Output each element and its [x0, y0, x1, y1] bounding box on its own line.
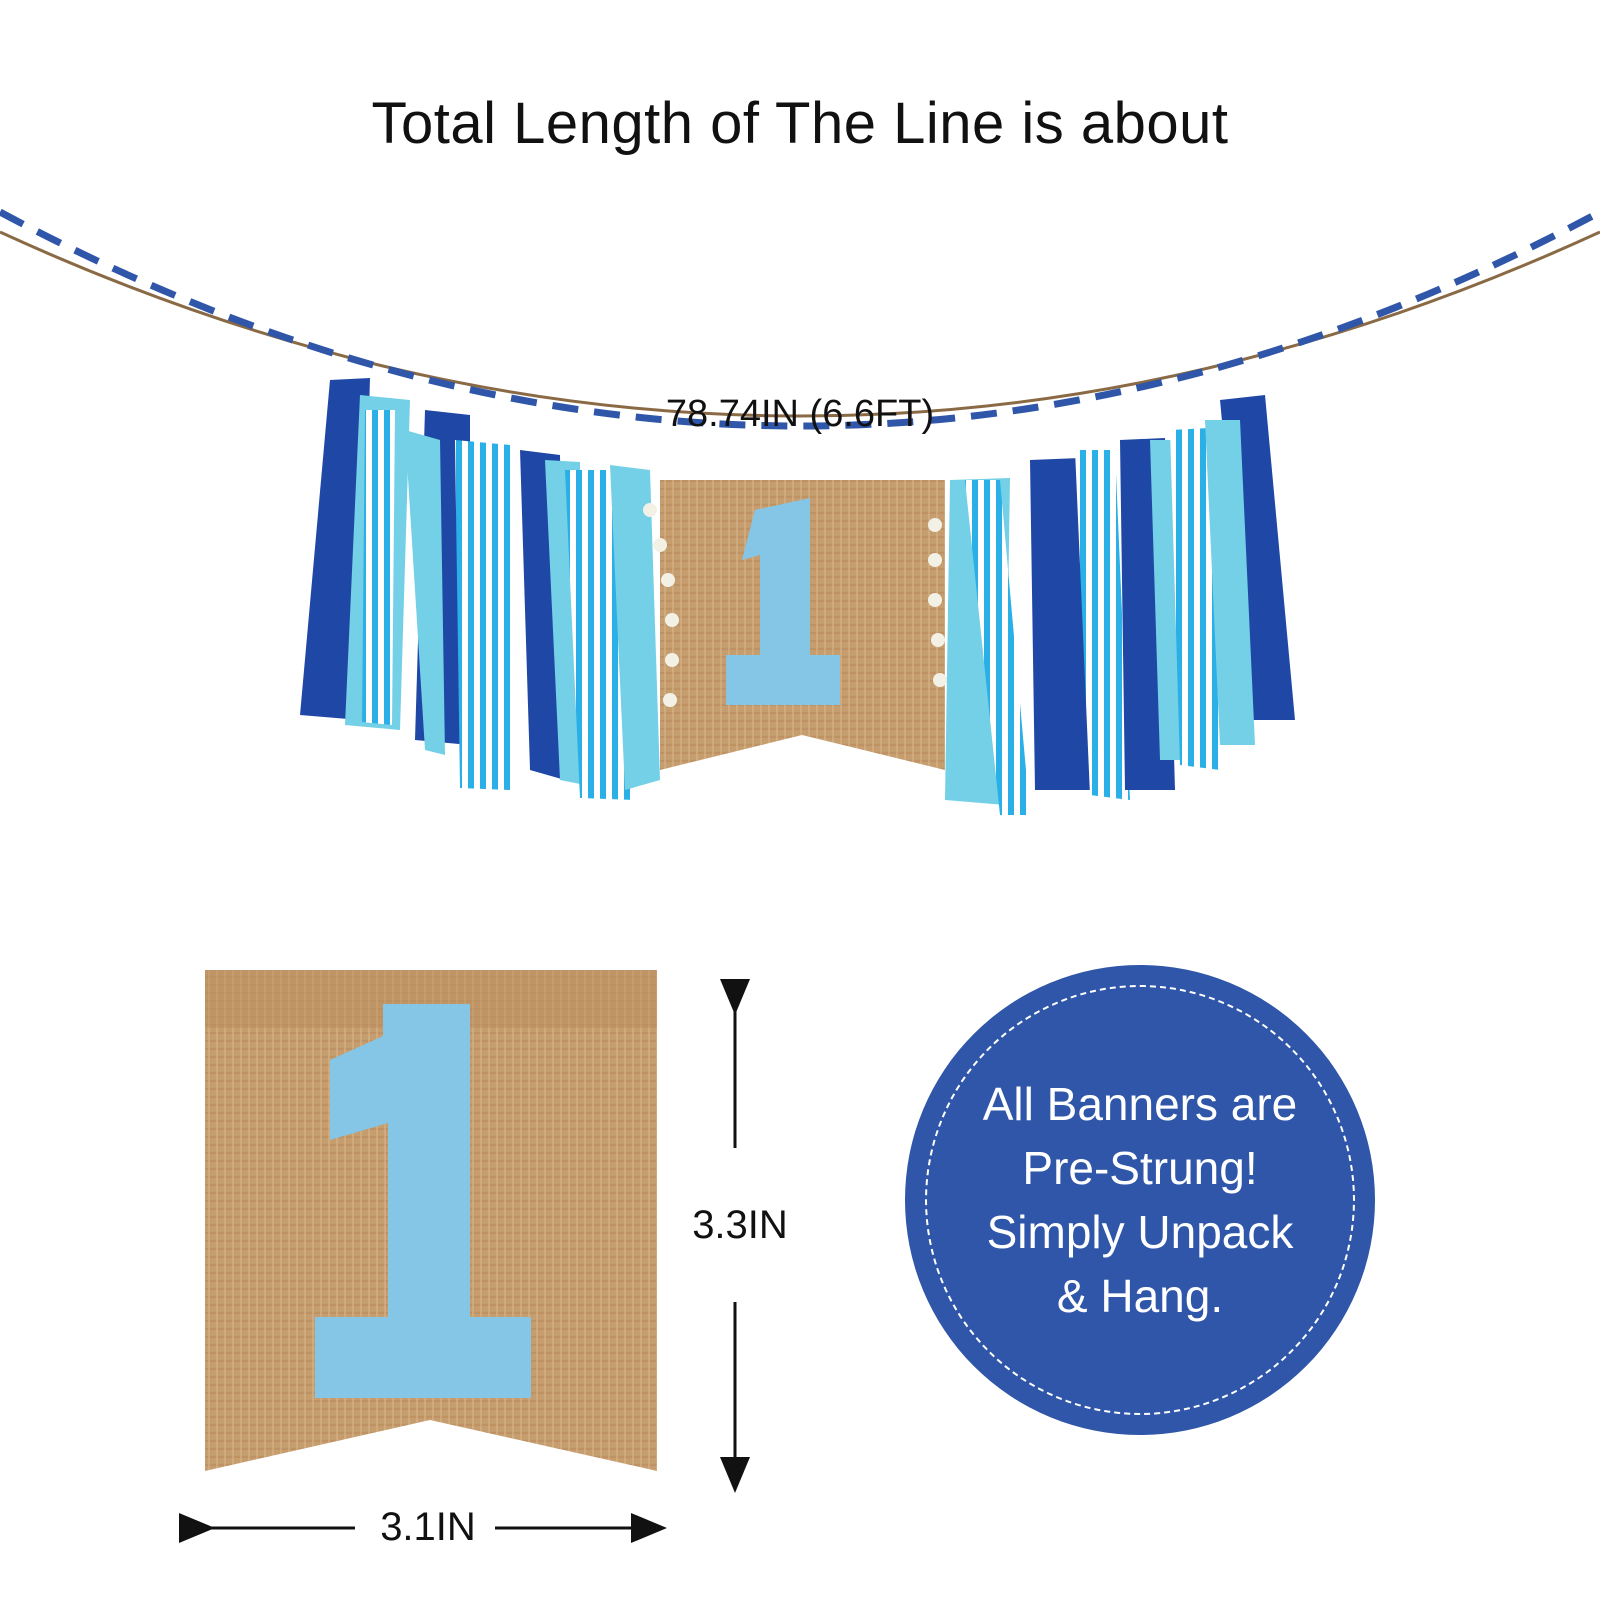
pennant — [205, 970, 657, 1471]
garland-center-pennant — [660, 480, 945, 770]
twine — [0, 230, 1600, 418]
right-tassels — [928, 395, 1295, 815]
garland-numeral-one — [726, 498, 840, 705]
width-label: 3.1IN — [380, 1505, 476, 1549]
pompom-trim-right — [928, 518, 947, 687]
badge-line: & Hang. — [1056, 1270, 1224, 1322]
badge-line: All Banners are — [982, 1078, 1298, 1130]
height-label: 3.3IN — [692, 1203, 788, 1247]
badge-line: Pre-Strung! — [1022, 1142, 1258, 1194]
info-badge: All Banners are Pre-Strung! Simply Unpac… — [905, 965, 1375, 1435]
left-tassels — [300, 378, 679, 800]
badge-text: All Banners are Pre-Strung! Simply Unpac… — [905, 965, 1375, 1435]
pennant-numeral-one — [315, 1004, 531, 1398]
badge-line: Simply Unpack — [986, 1206, 1294, 1258]
badge-dashed-ring — [925, 985, 1355, 1415]
length-measure-arc — [0, 208, 1600, 430]
line-length-label: 78.74IN (6.6FT) — [665, 393, 935, 435]
pompom-trim-left — [643, 503, 679, 707]
headline: Total Length of The Line is about — [371, 91, 1229, 156]
